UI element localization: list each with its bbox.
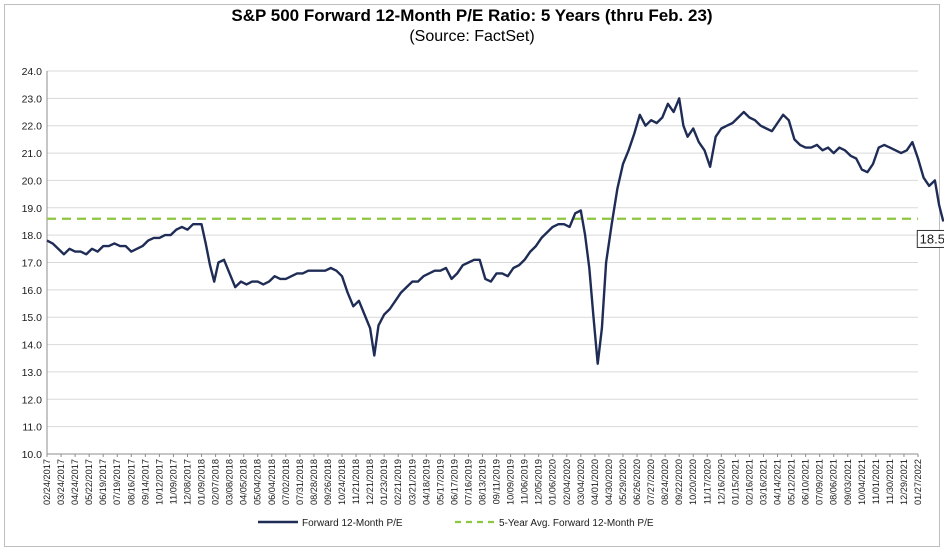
- x-tick-label: 01/27/2022: [913, 459, 923, 505]
- x-tick-label: 12/08/2017: [182, 459, 192, 505]
- x-tick-label: 11/01/2021: [871, 459, 881, 504]
- x-tick-label: 12/29/2021: [899, 459, 909, 505]
- x-tick-label: 10/09/2019: [506, 459, 516, 505]
- x-tick-label: 08/28/2018: [309, 459, 319, 505]
- y-tick-label: 24.0: [22, 66, 43, 78]
- x-tick-label: 09/11/2019: [492, 459, 502, 504]
- x-tick-label: 08/06/2021: [829, 459, 839, 505]
- x-axis: 02/24/2017 03/24/2017 04/24/2017 05/22/2017…: [42, 454, 923, 505]
- x-tick-label: 12/16/2020: [716, 459, 726, 505]
- x-tick-label: 02/24/2017: [42, 459, 52, 505]
- x-tick-label: 02/04/2020: [562, 459, 572, 505]
- x-tick-label: 03/04/2020: [576, 459, 586, 505]
- y-tick-label: 18.0: [22, 230, 43, 242]
- y-tick-label: 15.0: [22, 312, 43, 324]
- callout-label: 18.5: [920, 231, 944, 246]
- x-tick-label: 08/24/2020: [660, 459, 670, 505]
- x-tick-label: 07/02/2018: [281, 459, 291, 505]
- y-tick-label: 12.0: [22, 394, 43, 406]
- x-tick-label: 06/26/2020: [632, 459, 642, 505]
- x-tick-label: 09/03/2021: [843, 459, 853, 505]
- y-tick-label: 23.0: [22, 93, 43, 105]
- gridlines: [47, 70, 918, 455]
- chart-frame: [4, 4, 940, 547]
- x-tick-label: 08/13/2019: [478, 459, 488, 505]
- x-tick-label: 11/30/2021: [885, 459, 895, 504]
- y-tick-label: 16.0: [22, 285, 43, 297]
- x-tick-label: 04/14/2021: [773, 459, 783, 505]
- x-tick-label: 09/26/2018: [323, 459, 333, 505]
- x-tick-label: 02/16/2021: [744, 459, 754, 505]
- y-tick-label: 11.0: [22, 422, 42, 434]
- x-tick-label: 10/04/2021: [857, 459, 867, 505]
- forward-pe-series-line: [46, 97, 944, 365]
- x-tick-label: 01/23/2019: [379, 459, 389, 505]
- x-tick-label: 08/16/2017: [126, 459, 136, 505]
- chart-title: S&P 500 Forward 12-Month P/E Ratio: 5 Ye…: [231, 6, 713, 25]
- y-tick-label: 10.0: [22, 449, 43, 461]
- x-tick-label: 09/14/2017: [140, 459, 150, 505]
- y-tick-label: 19.0: [22, 203, 43, 215]
- y-axis: 10.0 11.0 12.0 13.0 14.0 15.0 16.0 17.0 18.0 19.0…: [22, 66, 48, 461]
- x-tick-label: 07/16/2019: [463, 459, 473, 505]
- x-tick-label: 05/22/2017: [84, 459, 94, 505]
- x-tick-label: 02/21/2019: [393, 459, 403, 505]
- x-tick-label: 04/30/2020: [604, 459, 614, 505]
- x-tick-label: 06/17/2019: [449, 459, 459, 505]
- y-tick-label: 21.0: [22, 148, 43, 160]
- x-tick-label: 01/15/2021: [730, 459, 740, 505]
- x-tick-label: 11/17/2020: [702, 459, 712, 504]
- x-tick-label: 07/19/2017: [112, 459, 122, 505]
- x-tick-label: 03/08/2018: [225, 459, 235, 505]
- y-tick-label: 14.0: [22, 340, 43, 352]
- y-tick-label: 17.0: [22, 258, 43, 270]
- x-tick-label: 06/19/2017: [98, 459, 108, 505]
- y-tick-label: 13.0: [22, 367, 43, 379]
- x-tick-label: 06/10/2021: [801, 459, 811, 505]
- legend: Forward 12-Month P/E 5-Year Avg. Forward…: [258, 518, 654, 529]
- x-tick-label: 01/06/2020: [548, 459, 558, 505]
- x-tick-label: 02/07/2018: [211, 459, 221, 505]
- x-tick-label: 05/29/2020: [618, 459, 628, 505]
- y-tick-label: 20.0: [22, 175, 43, 187]
- x-tick-label: 07/09/2021: [815, 459, 825, 505]
- y-tick-label: 22.0: [22, 121, 43, 133]
- x-tick-label: 03/16/2021: [758, 459, 768, 505]
- x-tick-label: 07/31/2018: [295, 459, 305, 505]
- latest-value-callout: 18.5: [916, 229, 944, 248]
- x-tick-label: 10/20/2020: [688, 459, 698, 505]
- x-tick-label: 06/04/2018: [267, 459, 277, 505]
- x-tick-label: 05/04/2018: [253, 459, 263, 505]
- x-tick-label: 12/05/2019: [534, 459, 544, 505]
- x-tick-label: 07/27/2020: [646, 459, 656, 505]
- legend-label-forward-pe: Forward 12-Month P/E: [302, 518, 403, 529]
- callout-box: [916, 229, 944, 248]
- x-tick-label: 04/01/2020: [590, 459, 600, 505]
- x-tick-label: 04/05/2018: [239, 459, 249, 505]
- x-tick-label: 05/12/2021: [787, 459, 797, 505]
- x-tick-label: 11/09/2017: [168, 459, 178, 504]
- x-tick-label: 05/17/2019: [435, 459, 445, 505]
- x-tick-label: 04/18/2019: [421, 459, 431, 505]
- legend-label-five-year-average: 5-Year Avg. Forward 12-Month P/E: [499, 518, 654, 529]
- x-tick-label: 04/24/2017: [70, 459, 80, 505]
- x-tick-label: 10/24/2018: [337, 459, 347, 505]
- x-tick-label: 10/12/2017: [154, 459, 164, 505]
- x-tick-label: 03/24/2017: [56, 459, 66, 505]
- x-tick-label: 03/21/2019: [407, 459, 417, 505]
- x-tick-label: 01/09/2018: [197, 459, 207, 505]
- x-tick-label: 11/21/2018: [351, 459, 361, 504]
- chart-subtitle: (Source: FactSet): [409, 28, 535, 45]
- x-tick-label: 12/21/2018: [365, 459, 375, 505]
- x-tick-label: 09/22/2020: [674, 459, 684, 505]
- x-tick-label: 11/06/2019: [520, 459, 530, 504]
